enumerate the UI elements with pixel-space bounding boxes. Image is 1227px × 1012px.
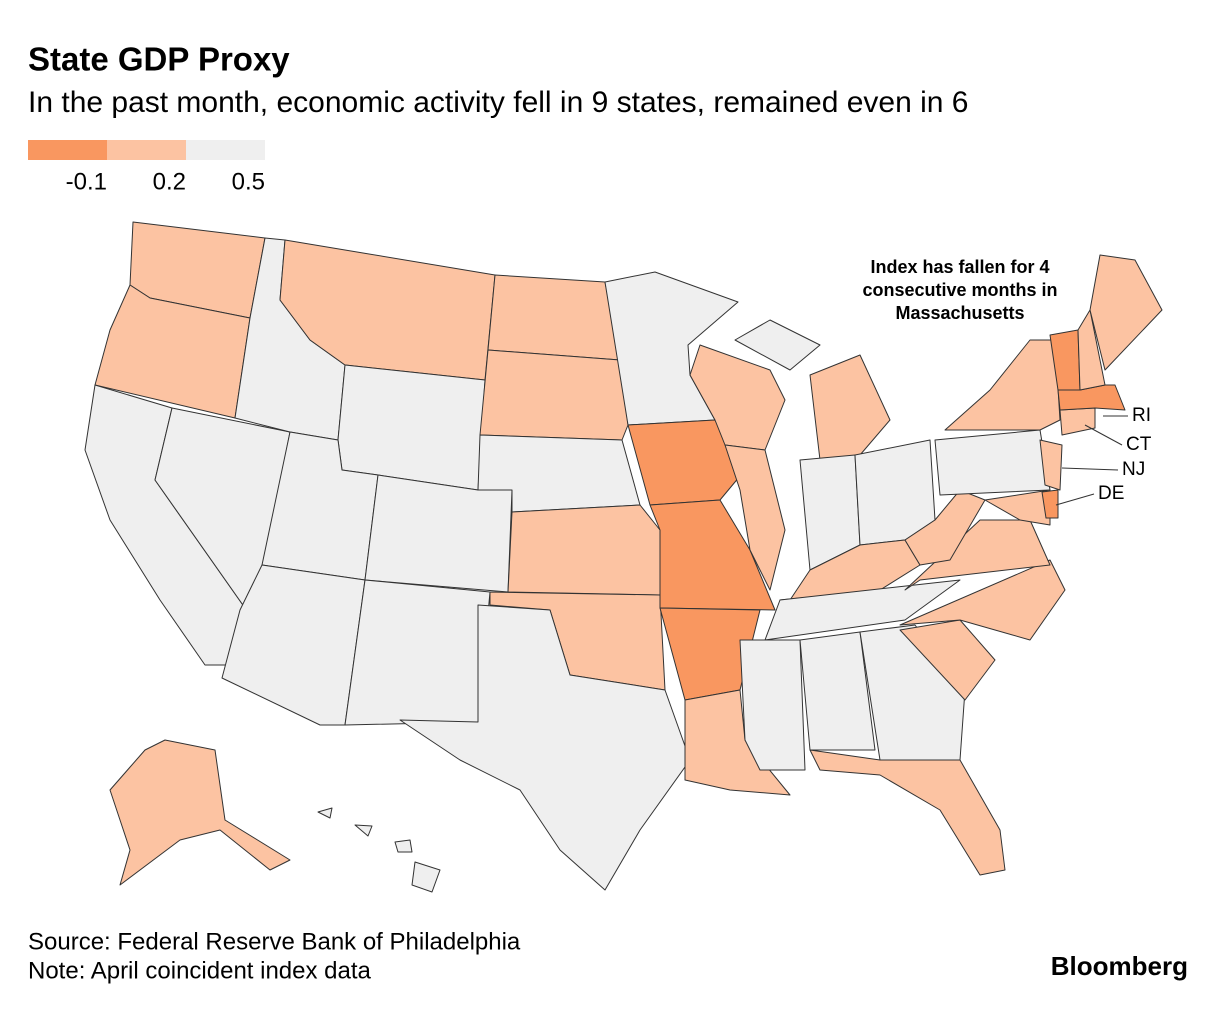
- state: [734, 319, 821, 371]
- legend-swatch: [186, 140, 265, 160]
- state: [984, 489, 1051, 526]
- state: [799, 631, 876, 751]
- note: Note: April coincident index data: [28, 957, 372, 984]
- state: [899, 619, 996, 701]
- state: [1041, 489, 1059, 519]
- leader-line: [1055, 493, 1095, 506]
- annotation-text: consecutive months in: [862, 280, 1057, 300]
- state: [109, 739, 291, 886]
- state: [394, 839, 413, 853]
- state-label: RI: [1132, 405, 1151, 426]
- annotation-text: Massachusetts: [895, 303, 1024, 323]
- state: [1089, 254, 1163, 371]
- annotation-text: Index has fallen for 4: [870, 257, 1049, 277]
- state: [1039, 439, 1063, 491]
- leader-line: [1084, 424, 1123, 446]
- legend-swatch: [107, 140, 186, 160]
- state: [764, 579, 961, 641]
- state: [507, 504, 661, 596]
- state: [934, 429, 1051, 496]
- state: [364, 474, 513, 593]
- state-label: DE: [1098, 483, 1124, 504]
- state: [344, 579, 491, 726]
- state: [904, 519, 1051, 591]
- annotation: Index has fallen for 4 consecutive months…: [862, 257, 1152, 506]
- leader-line: [1061, 467, 1119, 471]
- states: [84, 221, 1163, 893]
- state: [399, 604, 691, 891]
- state: [649, 499, 776, 611]
- state: [739, 639, 806, 771]
- state: [809, 354, 891, 461]
- state: [1059, 407, 1096, 436]
- state: [317, 807, 333, 819]
- state: [724, 444, 786, 591]
- state-label: NJ: [1122, 459, 1145, 480]
- legend-label: 0.5: [232, 168, 265, 195]
- brand: Bloomberg: [1051, 951, 1188, 981]
- subtitle: In the past month, economic activity fel…: [28, 86, 969, 119]
- state-label: CT: [1126, 434, 1152, 455]
- source: Source: Federal Reserve Bank of Philadel…: [28, 928, 521, 955]
- state: [1077, 309, 1106, 391]
- state: [627, 419, 746, 506]
- legend-label: 0.2: [153, 168, 186, 195]
- state: [809, 749, 1006, 876]
- state: [479, 349, 629, 441]
- state: [411, 861, 441, 893]
- legend-label: -0.1: [66, 168, 107, 195]
- state: [487, 274, 621, 361]
- legend-swatch: [28, 140, 107, 160]
- state: [899, 559, 1066, 641]
- legend: -0.1 0.2 0.5: [28, 140, 265, 195]
- state: [944, 339, 1061, 431]
- state: [337, 364, 486, 491]
- title: State GDP Proxy: [28, 41, 290, 78]
- state: [354, 824, 373, 837]
